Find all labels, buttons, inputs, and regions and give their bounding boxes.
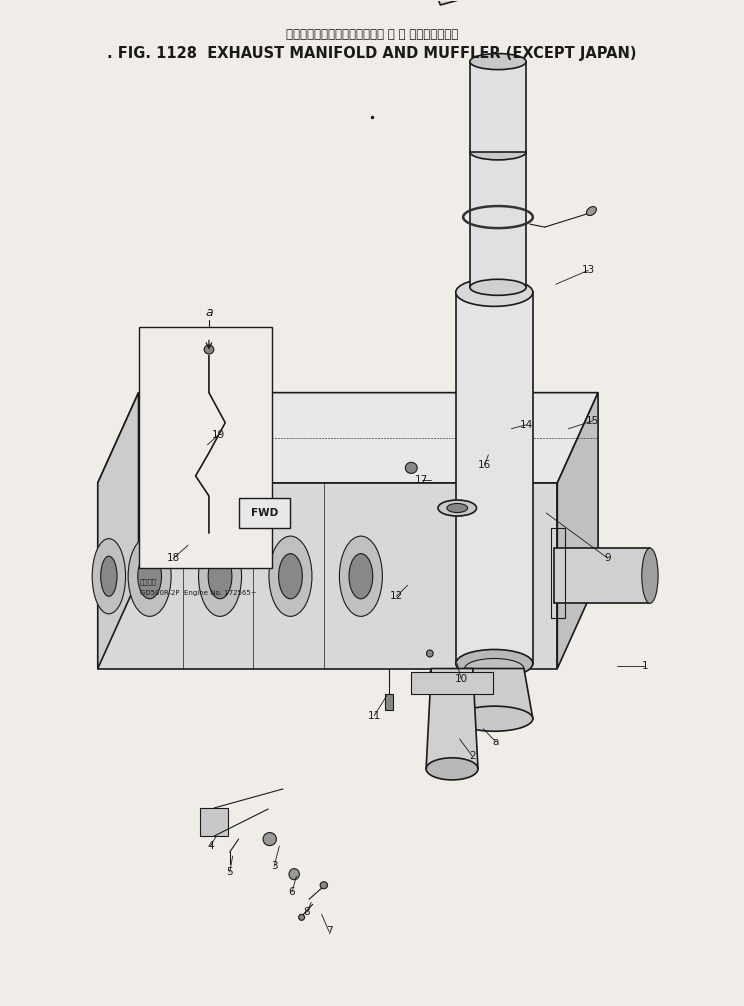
Text: 4: 4 — [207, 841, 214, 851]
Polygon shape — [437, 0, 544, 5]
Polygon shape — [456, 293, 533, 664]
Text: エキゾーストマニホールおよび マ フ ラ　海　外　向: エキゾーストマニホールおよび マ フ ラ 海 外 向 — [286, 28, 458, 41]
Text: 1: 1 — [641, 661, 648, 671]
FancyBboxPatch shape — [240, 498, 289, 528]
Ellipse shape — [642, 548, 658, 604]
Ellipse shape — [204, 345, 214, 354]
Ellipse shape — [208, 553, 232, 599]
Ellipse shape — [289, 868, 299, 879]
Text: 8: 8 — [304, 907, 310, 917]
Ellipse shape — [100, 556, 117, 597]
Ellipse shape — [426, 650, 433, 657]
Text: 13: 13 — [582, 266, 595, 276]
Ellipse shape — [456, 650, 533, 678]
Polygon shape — [97, 392, 138, 669]
Polygon shape — [470, 61, 526, 152]
Text: 19: 19 — [212, 430, 225, 440]
Polygon shape — [97, 392, 598, 483]
Text: 12: 12 — [390, 592, 403, 602]
Ellipse shape — [263, 833, 276, 846]
Ellipse shape — [456, 706, 533, 731]
Text: 7: 7 — [326, 927, 333, 937]
Bar — [411, 672, 493, 693]
Ellipse shape — [199, 536, 242, 617]
Ellipse shape — [447, 503, 468, 512]
Text: 14: 14 — [519, 420, 533, 430]
Text: a: a — [205, 307, 213, 320]
Ellipse shape — [92, 538, 126, 614]
Text: 6: 6 — [289, 887, 295, 897]
Ellipse shape — [349, 553, 373, 599]
Ellipse shape — [405, 463, 417, 474]
Ellipse shape — [269, 536, 312, 617]
Text: 2: 2 — [469, 750, 475, 761]
Ellipse shape — [128, 536, 171, 617]
Text: 10: 10 — [455, 674, 467, 683]
Text: 11: 11 — [368, 710, 381, 720]
Text: FWD: FWD — [251, 508, 278, 518]
Ellipse shape — [138, 553, 161, 599]
Text: . FIG. 1128  EXHAUST MANIFOLD AND MUFFLER (EXCEPT JAPAN): . FIG. 1128 EXHAUST MANIFOLD AND MUFFLER… — [107, 46, 637, 61]
Text: 16: 16 — [478, 460, 491, 470]
Polygon shape — [554, 548, 650, 604]
Ellipse shape — [470, 280, 526, 296]
Text: 17: 17 — [415, 475, 429, 485]
Polygon shape — [426, 669, 478, 769]
Ellipse shape — [586, 206, 597, 215]
Ellipse shape — [456, 279, 533, 307]
Ellipse shape — [465, 659, 524, 679]
Bar — [138, 327, 272, 568]
Polygon shape — [456, 669, 533, 718]
Ellipse shape — [438, 500, 476, 516]
Ellipse shape — [429, 670, 437, 678]
Text: 3: 3 — [271, 861, 278, 871]
Ellipse shape — [426, 758, 478, 780]
Polygon shape — [97, 483, 557, 669]
Ellipse shape — [320, 881, 327, 888]
Ellipse shape — [278, 553, 302, 599]
Text: 5: 5 — [226, 867, 233, 877]
Text: 適用番号: 適用番号 — [140, 578, 157, 584]
Ellipse shape — [470, 53, 526, 69]
Ellipse shape — [339, 536, 382, 617]
Bar — [385, 693, 394, 709]
Text: a: a — [493, 736, 499, 746]
Ellipse shape — [298, 914, 304, 920]
Text: 15: 15 — [586, 415, 600, 426]
Text: 9: 9 — [604, 553, 611, 563]
Polygon shape — [557, 392, 598, 669]
Ellipse shape — [470, 144, 526, 160]
Text: 18: 18 — [167, 553, 180, 563]
Text: GD500R-2P  Engine No. 172565~: GD500R-2P Engine No. 172565~ — [140, 591, 257, 597]
Polygon shape — [470, 152, 526, 288]
Bar — [200, 808, 228, 836]
Bar — [551, 528, 565, 619]
